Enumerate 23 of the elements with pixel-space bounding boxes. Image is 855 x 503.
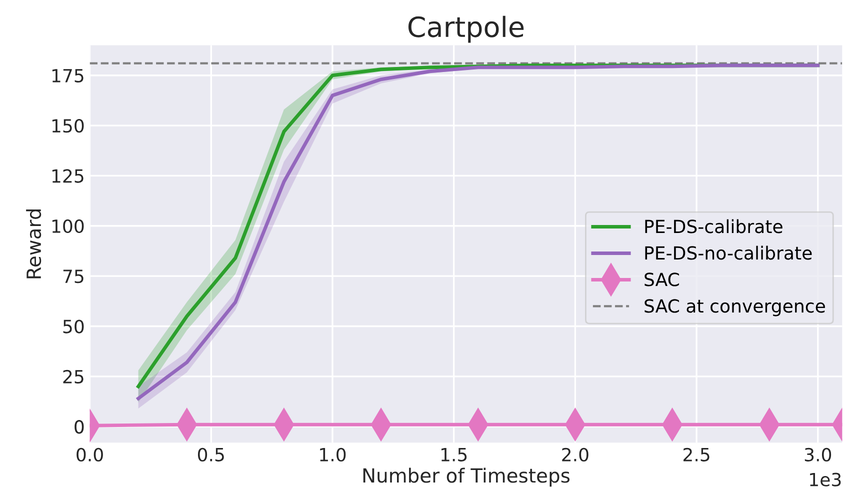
legend-label: PE-DS-no-calibrate <box>645 246 812 260</box>
legend-label: SAC <box>644 272 679 286</box>
chart-title: Cartpole <box>408 16 524 43</box>
text: 1e3 <box>810 472 841 486</box>
y-tick-label: 0 <box>74 420 84 434</box>
x-tick-label: 1.0 <box>320 448 346 462</box>
y-tick-label: 50 <box>63 320 84 334</box>
legend-label: PE-DS-calibrate <box>645 219 782 234</box>
y-tick-label: 75 <box>63 270 84 284</box>
x-tick-label: 1.5 <box>441 448 467 462</box>
y-axis-title: Reward <box>26 210 42 278</box>
legend-label: SAC at convergence <box>644 299 825 316</box>
x-tick-label: 0.5 <box>198 448 224 462</box>
x-axis-title: Number of Timesteps <box>363 468 570 487</box>
y-tick-label: 175 <box>52 69 84 82</box>
y-tick-label: 150 <box>52 119 84 133</box>
x-tick-label: 3.0 <box>804 448 832 462</box>
y-tick-label: 100 <box>52 219 84 234</box>
x-tick-label: 0.0 <box>76 448 103 462</box>
x-tick-label: 2.5 <box>684 448 710 462</box>
x-tick-label: 2.0 <box>562 448 588 462</box>
y-tick-label: 25 <box>63 370 84 384</box>
y-tick-label: 125 <box>52 169 84 183</box>
